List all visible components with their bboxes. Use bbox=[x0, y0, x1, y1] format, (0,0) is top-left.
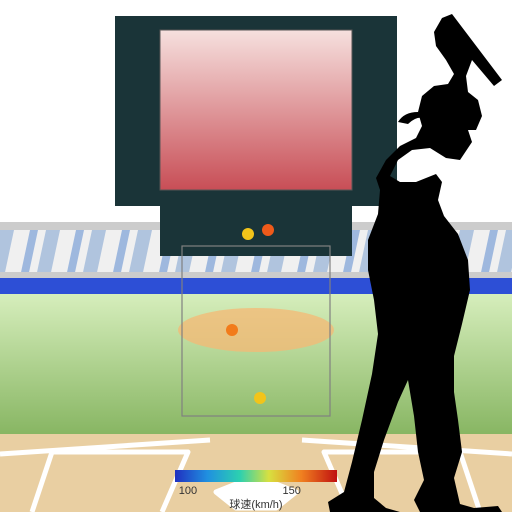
pitch-marker bbox=[226, 324, 238, 336]
pitch-marker bbox=[262, 224, 274, 236]
colorbar-tick: 100 bbox=[179, 485, 197, 497]
colorbar-tick: 150 bbox=[282, 485, 300, 497]
pitch-marker bbox=[242, 228, 254, 240]
scoreboard-screen bbox=[160, 30, 352, 190]
pitch-marker bbox=[254, 392, 266, 404]
colorbar bbox=[175, 470, 337, 482]
colorbar-label: 球速(km/h) bbox=[229, 497, 282, 511]
mound bbox=[178, 308, 334, 352]
pitch-location-chart: 100 150球速(km/h) bbox=[0, 0, 512, 512]
